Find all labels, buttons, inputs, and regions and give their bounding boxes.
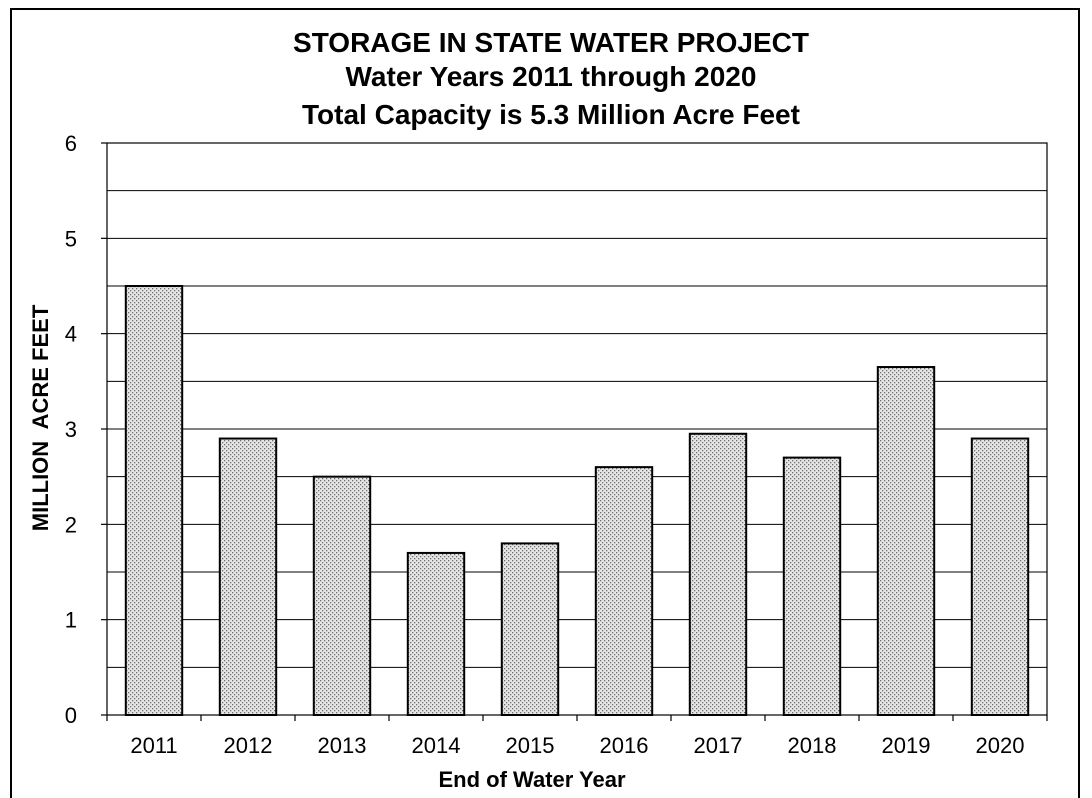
x-axis-title: End of Water Year bbox=[438, 767, 625, 792]
x-tick-label: 2014 bbox=[412, 733, 461, 758]
bar-2014 bbox=[406, 551, 466, 717]
y-axis-title: MILLION ACRE FEET bbox=[28, 304, 53, 531]
y-axis-ticks: 0 1 2 3 4 5 6 bbox=[65, 131, 107, 728]
bars bbox=[124, 285, 1030, 717]
y-tick-label: 0 bbox=[65, 703, 77, 728]
bar-2011 bbox=[124, 285, 184, 716]
y-tick-label: 1 bbox=[65, 608, 77, 633]
bar-2013 bbox=[312, 475, 372, 716]
bar-2020 bbox=[970, 437, 1030, 716]
x-tick-label: 2019 bbox=[882, 733, 931, 758]
bar-2012 bbox=[218, 437, 278, 716]
x-tick-label: 2018 bbox=[788, 733, 837, 758]
x-tick-label: 2016 bbox=[600, 733, 649, 758]
y-tick-label: 4 bbox=[65, 322, 77, 347]
chart-title-line-2: Water Years 2011 through 2020 bbox=[346, 61, 757, 92]
x-tick-label: 2012 bbox=[224, 733, 273, 758]
y-tick-label: 2 bbox=[65, 512, 77, 537]
x-tick-label: 2015 bbox=[506, 733, 555, 758]
x-tick-label: 2017 bbox=[694, 733, 743, 758]
bar-2017 bbox=[688, 432, 748, 716]
x-tick-label: 2013 bbox=[318, 733, 367, 758]
y-tick-label: 3 bbox=[65, 417, 77, 442]
chart-title-line-3: Total Capacity is 5.3 Million Acre Feet bbox=[302, 99, 800, 130]
y-tick-label: 6 bbox=[65, 131, 77, 156]
bar-2018 bbox=[782, 456, 842, 716]
x-tick-label: 2020 bbox=[976, 733, 1025, 758]
bar-2019 bbox=[876, 366, 936, 716]
x-axis-ticks: 2011 2012 2013 2014 2015 2016 2017 2018 2019 2020 bbox=[106, 715, 1048, 758]
bar-2015 bbox=[500, 542, 560, 717]
bar-2016 bbox=[594, 466, 654, 716]
chart-title-line-1: STORAGE IN STATE WATER PROJECT bbox=[293, 27, 809, 58]
x-tick-label: 2011 bbox=[130, 733, 177, 758]
y-tick-label: 5 bbox=[65, 226, 77, 251]
